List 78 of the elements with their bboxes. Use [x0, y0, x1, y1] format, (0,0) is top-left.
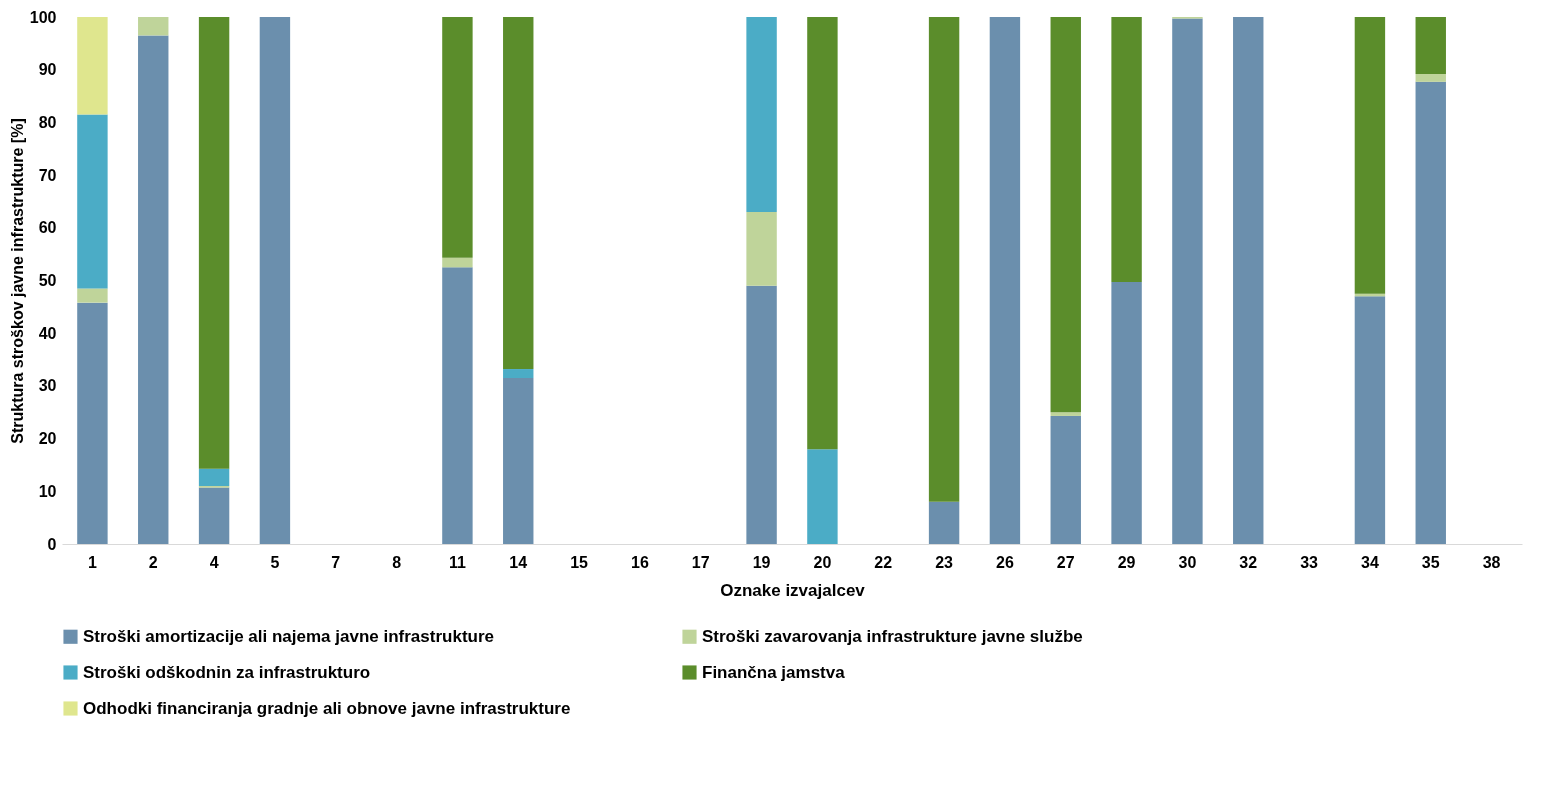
- x-tick-label: 27: [1056, 553, 1075, 571]
- bar: [259, 17, 291, 544]
- bar: [1111, 17, 1142, 283]
- x-tick-label: 38: [1482, 553, 1501, 571]
- bar: [1415, 17, 1446, 74]
- bar: [1172, 18, 1203, 544]
- x-tick-label: 26: [996, 553, 1014, 571]
- bar: [989, 17, 1021, 544]
- bar: [198, 17, 230, 469]
- bar: [1354, 17, 1386, 294]
- bar: [138, 17, 169, 36]
- legend-label: Stroški zavarovanja infrastrukture javne službe: [702, 626, 1083, 646]
- x-tick-label: 35: [1421, 553, 1440, 571]
- bar: [198, 487, 230, 544]
- x-axis-title: Oznake izvajalcev: [720, 580, 866, 600]
- x-tick-label: 34: [1361, 553, 1379, 571]
- x-tick-label: 19: [752, 553, 771, 571]
- x-tick-label: 20: [813, 553, 832, 571]
- x-tick-label: 16: [631, 553, 649, 571]
- bar: [442, 267, 473, 544]
- y-tick-label: 80: [38, 113, 57, 131]
- y-tick-label: 40: [38, 324, 57, 342]
- bar: [198, 468, 230, 487]
- y-axis-title: Struktura stroškov javne infrastrukture [%]: [8, 118, 26, 444]
- y-tick-label: 0: [47, 535, 57, 553]
- y-tick-label: 100: [29, 8, 57, 26]
- x-tick-label: 2: [148, 553, 158, 571]
- x-tick-label: 11: [448, 553, 466, 571]
- x-tick-label: 4: [209, 553, 219, 571]
- y-tick-label: 50: [38, 272, 57, 289]
- x-tick-label: 23: [935, 553, 954, 571]
- bar: [1415, 81, 1446, 544]
- legend-label: Odhodki financiranja gradnje ali obnove javne infrastrukture: [83, 698, 571, 718]
- x-tick-label: 5: [270, 553, 280, 571]
- bar: [503, 369, 534, 378]
- y-tick-label: 60: [38, 219, 57, 237]
- bar: [1111, 282, 1142, 544]
- x-tick-label: 7: [331, 553, 341, 571]
- x-tick-label: 1: [87, 553, 97, 571]
- bar: [1415, 73, 1446, 82]
- bar: [746, 211, 777, 286]
- bar: [1050, 412, 1081, 416]
- bar: [1050, 17, 1081, 413]
- bar: [928, 17, 960, 502]
- y-tick-label: 70: [38, 166, 57, 184]
- x-tick-label: 8: [392, 553, 402, 571]
- bar: [77, 17, 108, 115]
- x-tick-label: 22: [874, 553, 893, 571]
- y-tick-label: 10: [38, 482, 57, 500]
- bar: [503, 17, 534, 370]
- bar: [77, 114, 108, 289]
- bar: [77, 288, 108, 303]
- bar: [77, 302, 108, 544]
- bar: [503, 378, 534, 544]
- y-tick-label: 90: [38, 61, 57, 79]
- bar: [442, 257, 473, 268]
- y-tick-label: 30: [38, 377, 57, 395]
- x-tick-label: 17: [691, 553, 710, 571]
- x-tick-label: 30: [1178, 553, 1197, 571]
- legend-label: Stroški amortizacije ali najema javne infrastrukture: [83, 626, 494, 646]
- legend-label: Stroški odškodnin za infrastrukturo: [83, 662, 371, 682]
- bar: [138, 35, 169, 544]
- bar: [442, 17, 473, 258]
- x-tick-label: 29: [1117, 553, 1136, 571]
- legend-label: Finančna jamstva: [702, 662, 846, 682]
- x-tick-label: 14: [509, 553, 528, 571]
- x-tick-label: 32: [1239, 553, 1258, 571]
- bar: [1354, 296, 1386, 544]
- bar: [928, 501, 960, 544]
- y-tick-label: 20: [38, 430, 57, 448]
- bar: [807, 17, 838, 450]
- bar: [746, 17, 777, 212]
- bar: [746, 285, 777, 544]
- bar: [1233, 17, 1264, 544]
- bar: [807, 449, 838, 544]
- x-tick-label: 33: [1300, 553, 1319, 571]
- bar: [1050, 415, 1081, 544]
- x-tick-label: 15: [570, 553, 589, 571]
